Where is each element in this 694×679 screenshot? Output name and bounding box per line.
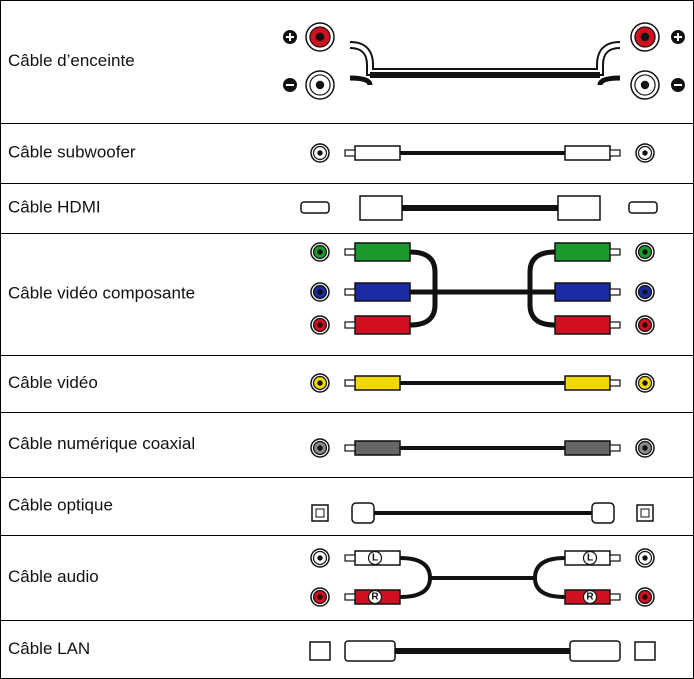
plug-tip — [609, 321, 621, 329]
channel-marker: R — [371, 592, 379, 603]
lan-plug — [569, 640, 621, 662]
row-label: Câble vidéo composante — [8, 283, 195, 302]
plug-tip — [609, 149, 621, 157]
optical-hole — [315, 508, 325, 518]
hdmi-port — [628, 201, 658, 214]
row-label: Câble numérique coaxial — [8, 434, 195, 453]
jack-pin — [642, 380, 648, 386]
plug-body — [554, 282, 611, 302]
jack-pin — [642, 594, 648, 600]
plug-body — [564, 440, 611, 456]
optical-plug — [351, 502, 375, 524]
lan-port — [634, 641, 656, 661]
plug-tip — [609, 379, 621, 387]
plug-body — [564, 145, 611, 161]
plug-tip — [344, 593, 356, 601]
plug-body — [354, 242, 411, 262]
plug-tip — [344, 321, 356, 329]
jack-pin — [317, 289, 323, 295]
jack-pin — [642, 150, 648, 156]
hdmi-port — [300, 201, 330, 214]
speaker-cable — [349, 75, 621, 86]
plug-body — [554, 242, 611, 262]
plug-tip — [609, 444, 621, 452]
plug-body — [354, 145, 401, 161]
row-label: Câble vidéo — [8, 373, 98, 392]
jack-pin — [315, 32, 325, 42]
plug-body — [554, 315, 611, 335]
plug-tip — [344, 248, 356, 256]
jack-pin — [317, 249, 323, 255]
row-label: Câble LAN — [8, 639, 90, 658]
jack-pin — [640, 32, 650, 42]
jack-pin — [642, 445, 648, 451]
plug-tip — [609, 554, 621, 562]
row-label: Câble audio — [8, 567, 99, 586]
row-label: Câble HDMI — [8, 197, 101, 216]
marker-badge — [367, 589, 383, 605]
marker-badge — [582, 589, 598, 605]
channel-marker: L — [587, 553, 593, 564]
plug-tip — [344, 554, 356, 562]
lan-port — [309, 641, 331, 661]
row-label: Câble optique — [8, 495, 113, 514]
jack-pin — [642, 249, 648, 255]
plug-tip — [609, 593, 621, 601]
optical-port — [636, 504, 654, 522]
jack-pin — [315, 80, 325, 90]
hdmi-plug — [359, 195, 403, 221]
plug-tip — [344, 288, 356, 296]
cable — [409, 249, 556, 328]
jack-pin — [642, 322, 648, 328]
optical-hole — [640, 508, 650, 518]
jack-pin — [317, 380, 323, 386]
channel-marker: L — [372, 553, 378, 564]
jack-pin — [317, 322, 323, 328]
plug-body — [354, 375, 401, 391]
plug-tip — [609, 248, 621, 256]
channel-marker: R — [586, 592, 594, 603]
jack-pin — [317, 594, 323, 600]
jack-pin — [640, 80, 650, 90]
plug-body — [354, 440, 401, 456]
marker-badge — [367, 550, 383, 566]
row-label: Câble subwoofer — [8, 142, 136, 161]
lan-plug — [344, 640, 396, 662]
jack-pin — [642, 289, 648, 295]
jack-pin — [317, 555, 323, 561]
plug-tip — [344, 379, 356, 387]
hdmi-plug — [557, 195, 601, 221]
marker-badge — [582, 550, 598, 566]
jack-pin — [317, 150, 323, 156]
jack-pin — [642, 555, 648, 561]
cable — [399, 556, 566, 599]
optical-port — [311, 504, 329, 522]
optical-plug — [591, 502, 615, 524]
plug-body — [564, 375, 611, 391]
plug-tip — [344, 149, 356, 157]
plug-tip — [609, 288, 621, 296]
plug-body — [354, 315, 411, 335]
row-label: Câble d’enceinte — [8, 51, 135, 70]
plug-tip — [344, 444, 356, 452]
jack-pin — [317, 445, 323, 451]
plug-body — [354, 282, 411, 302]
